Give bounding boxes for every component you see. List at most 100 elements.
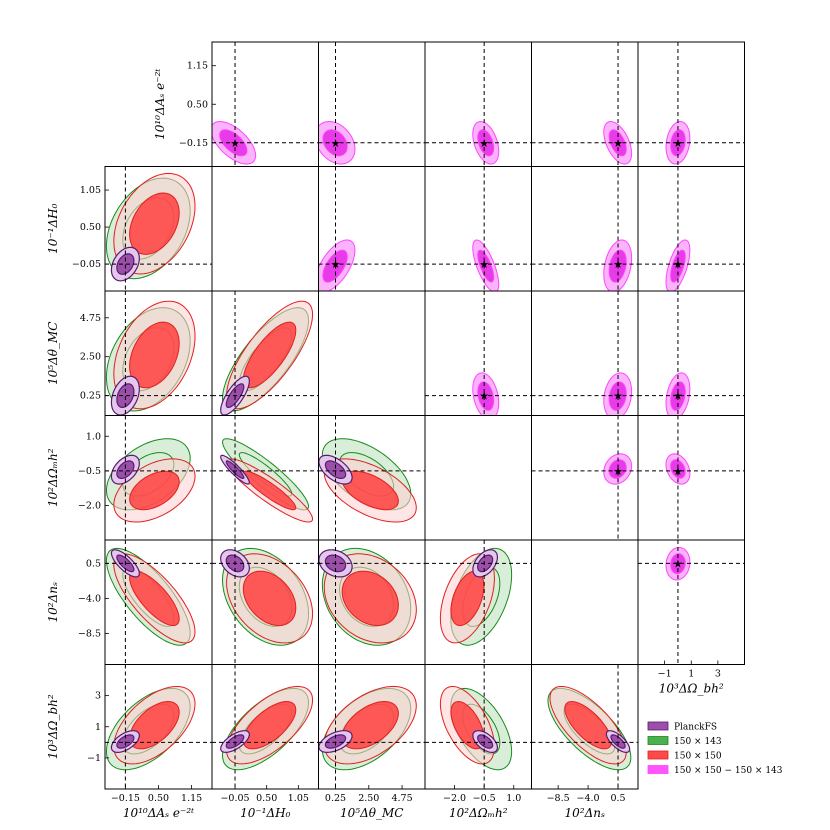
contour-68-PlanckFS [116,253,135,275]
empty-diagonal-panel [318,290,426,416]
x-axis-label: 10²Δnₛ [564,806,605,820]
panel-r0-c5: ★ [637,41,745,167]
fiducial-star-marker: ★ [331,258,341,271]
legend-swatch-150x150 [647,750,669,760]
y-tick-label: 3 [95,691,101,702]
y-axis-label: 10⁵Δθ_MC [46,322,60,385]
contour-68-150x150 [242,470,297,511]
panel-frame [637,166,745,292]
side-x-tick-label: −1 [658,669,672,680]
fiducial-star-marker: ★ [331,137,341,150]
panel-r5-c4 [531,664,639,790]
y-tick-label: −2.0 [78,500,101,511]
x-axis-label: 10⁵Δθ_MC [340,806,403,820]
panel-r3-c2 [318,415,426,541]
side-x-tick-label: 3 [715,669,721,680]
panel-frame [637,41,745,167]
panel-frame [637,415,745,541]
x-tick-label: 0.50 [256,793,277,804]
contour-68-150x150-150x143 [477,129,495,157]
y-tick-label: 0.50 [80,222,101,233]
y-tick-label: 0.50 [187,99,208,110]
panel-r4-c1 [211,539,319,665]
legend-swatch-PlanckFS [647,721,669,731]
panel-r0-c1: ★ [211,41,319,167]
panel-r4-c2 [318,539,426,665]
legend-label-PlanckFS: PlanckFS [674,723,717,733]
contour-68-PlanckFS [477,734,494,749]
y-tick-label: −8.5 [78,628,101,639]
y-tick-label: −0.15 [179,138,208,149]
empty-diagonal-panel [211,166,319,292]
x-tick-label: −4.0 [577,793,600,804]
y-tick-label: 0.5 [86,558,101,569]
panel-r2-c3: ★ [424,290,532,416]
panel-frame [531,664,639,790]
contour-68-150x150 [341,570,399,626]
x-tick-label: 0.50 [148,793,169,804]
panel-r2-c4: ★ [531,290,639,416]
panel-r0-c4: ★ [531,41,639,167]
fiducial-star-marker: ★ [230,137,240,150]
fiducial-star-marker: ★ [673,137,683,150]
x-tick-label: −0.05 [220,793,249,804]
x-tick-label: 0.25 [325,793,346,804]
y-axis-label: 10¹⁰ΔAₛ e⁻²ᵗ [153,69,167,140]
y-tick-label: −0.5 [78,466,101,477]
y-axis-label: 10³ΔΩ_bh² [46,694,60,759]
contour-68-150x150-150x143 [477,381,495,411]
side-x-tick-label: 1 [688,669,694,680]
side-x-axis-label: 10³ΔΩ_bh² [659,682,724,696]
x-tick-label: 2.50 [358,793,379,804]
panel-r3-c5: ★ [637,415,745,541]
y-tick-label: 2.50 [80,352,101,363]
panel-r4-c0 [104,539,213,665]
panel-r1-c0 [104,166,213,292]
panel-r1-c2: ★ [318,166,426,292]
x-tick-label: 1.0 [506,793,521,804]
fiducial-star-marker: ★ [673,557,683,570]
x-tick-label: 1.05 [288,793,309,804]
fiducial-star-marker: ★ [613,390,623,403]
contour-68-150x150-150x143 [670,459,686,479]
contour-68-150x150 [242,700,297,750]
panel-r5-c2 [318,664,426,790]
fiducial-star-marker: ★ [673,258,683,271]
fiducial-star-marker: ★ [613,258,623,271]
fiducial-star-marker: ★ [673,465,683,478]
y-tick-label: 1 [95,722,101,733]
y-tick-label: 1.05 [80,185,101,196]
x-tick-label: −2.0 [443,793,466,804]
panel-r5-c0 [104,664,213,790]
legend: PlanckFS 150 × 143 150 × 150 150 × 150 − 15… [647,721,783,776]
contour-68-PlanckFS [116,460,135,479]
contour-68-PlanckFS [225,460,245,479]
x-tick-label: 0.5 [610,793,625,804]
y-axis-label: 10²ΔΩₘh² [46,448,60,507]
contour-68-PlanckFS [116,383,135,408]
x-tick-label: 4.75 [391,793,412,804]
y-axis-label: 10⁻¹ΔH₀ [46,203,60,254]
panel-r0-c2: ★ [318,41,426,167]
fiducial-star-marker: ★ [673,390,683,403]
x-axis-label: 10⁻¹ΔH₀ [240,806,291,820]
fiducial-star-marker: ★ [479,390,489,403]
y-tick-label: −1 [87,753,101,764]
fiducial-star-marker: ★ [613,465,623,478]
contour-68-150x150 [129,470,180,511]
legend-swatch-150x143 [647,736,669,745]
empty-diagonal-panel [531,539,639,665]
panel-r5-c1 [211,664,319,790]
contour-68-PlanckFS [324,460,347,479]
panel-r0-c3: ★ [424,41,532,167]
contour-68-150x150 [242,570,297,627]
legend-label-150x143: 150 × 143 [674,737,722,747]
panel-r4-c5: ★ [637,539,745,665]
x-tick-label: −0.5 [473,793,496,804]
contour-68-150x150 [450,570,485,627]
x-tick-label: −0.15 [111,793,140,804]
y-axis-label: 10²Δnₛ [46,582,60,623]
panel-r2-c5: ★ [637,290,745,416]
